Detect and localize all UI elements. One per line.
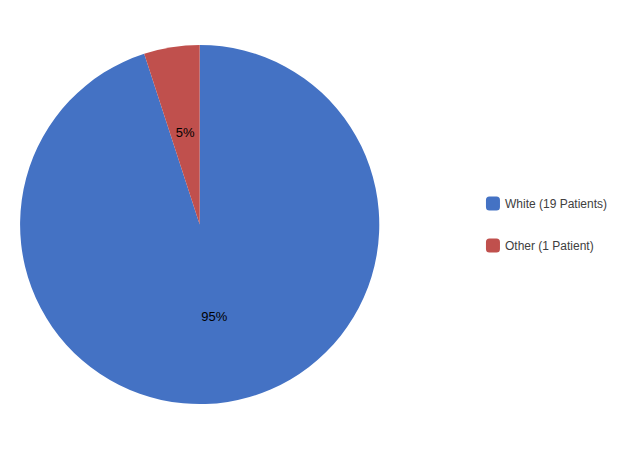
svg-text:5%: 5% bbox=[176, 125, 195, 140]
svg-text:Other (1 Patient): Other (1 Patient) bbox=[505, 239, 594, 253]
svg-text:95%: 95% bbox=[201, 309, 227, 324]
svg-text:White (19 Patients): White (19 Patients) bbox=[505, 197, 607, 211]
